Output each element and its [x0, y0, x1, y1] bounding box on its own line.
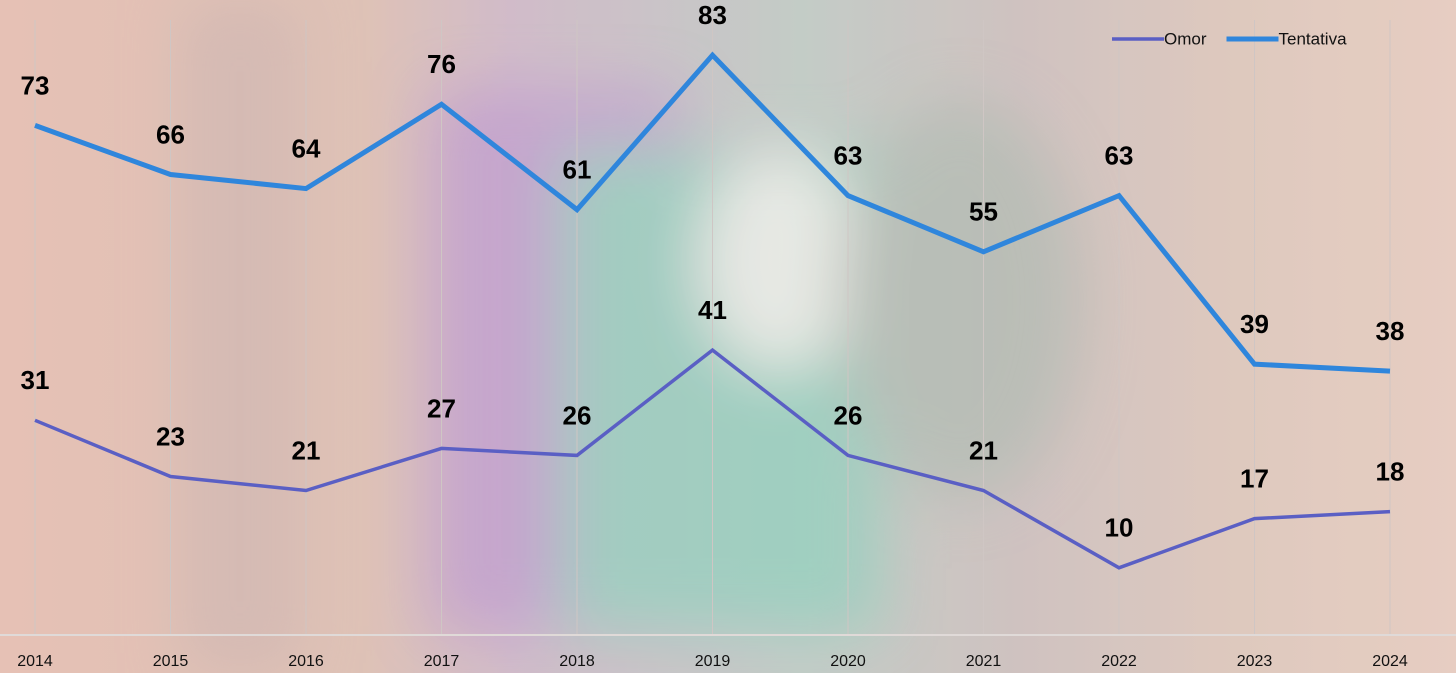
background-photo	[180, 0, 1080, 673]
data-label: 26	[563, 400, 592, 430]
data-label: 76	[427, 49, 456, 79]
data-label: 41	[698, 295, 727, 325]
data-label: 64	[292, 133, 321, 163]
series-line	[34, 347, 1391, 570]
series-line	[34, 51, 1391, 374]
data-label: 31	[21, 365, 50, 395]
data-label: 38	[1376, 316, 1405, 346]
x-tick-label: 2024	[1372, 653, 1408, 670]
data-label: 63	[1105, 140, 1134, 170]
x-tick-label: 2023	[1237, 653, 1273, 670]
x-tick-label: 2016	[288, 653, 324, 670]
legend-label: Omor	[1164, 29, 1207, 48]
x-tick-label: 2020	[830, 653, 866, 670]
data-label: 73	[21, 70, 50, 100]
x-tick-label: 2022	[1101, 653, 1137, 670]
data-label: 10	[1105, 513, 1134, 543]
data-label: 18	[1376, 456, 1405, 486]
data-label: 83	[698, 0, 727, 30]
x-tick-label: 2018	[559, 653, 595, 670]
x-tick-label: 2021	[966, 653, 1002, 670]
data-label: 26	[834, 400, 863, 430]
x-tick-label: 2015	[153, 653, 189, 670]
x-tick-label: 2014	[17, 653, 53, 670]
data-label: 23	[156, 421, 185, 451]
data-label: 55	[969, 197, 998, 227]
data-label: 27	[427, 393, 456, 423]
data-label: 66	[156, 119, 185, 149]
x-tick-label: 2017	[424, 653, 460, 670]
data-label: 17	[1240, 463, 1269, 493]
data-label: 21	[969, 435, 998, 465]
data-label: 63	[834, 140, 863, 170]
data-label: 39	[1240, 309, 1269, 339]
data-label: 21	[292, 435, 321, 465]
x-tick-label: 2019	[695, 653, 731, 670]
legend-label: Tentativa	[1279, 29, 1348, 48]
data-label: 61	[563, 155, 592, 185]
